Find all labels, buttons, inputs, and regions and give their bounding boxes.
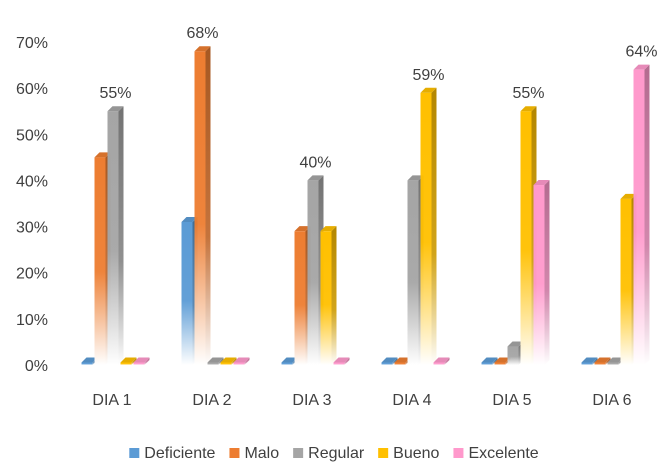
y-axis: 0% 10% 20% 30% 40% 50% 60% 70%: [16, 35, 48, 375]
data-label: 55%: [512, 85, 544, 102]
bar: [433, 357, 450, 365]
bar: [581, 357, 598, 365]
x-tick-label: DIA 5: [492, 392, 531, 409]
legend-label: Deficiente: [144, 445, 215, 462]
legend: Deficiente Malo Regular Bueno Excelente: [129, 445, 539, 462]
bar: [333, 357, 350, 365]
y-tick-label: 20%: [16, 266, 48, 283]
bar: [594, 357, 611, 365]
x-tick-label: DIA 6: [592, 392, 631, 409]
legend-item: Regular: [293, 445, 365, 462]
bar: [107, 106, 124, 365]
bar: [120, 357, 137, 365]
legend-item: Excelente: [453, 445, 539, 462]
y-tick-label: 70%: [16, 35, 48, 52]
x-tick-label: DIA 3: [292, 392, 331, 409]
data-label: 55%: [99, 85, 131, 102]
data-label: 40%: [299, 154, 331, 171]
y-tick-label: 30%: [16, 220, 48, 237]
y-tick-label: 0%: [25, 358, 48, 375]
x-tick-label: DIA 2: [192, 392, 231, 409]
data-label: 64%: [625, 44, 657, 61]
x-axis: DIA 1 DIA 2 DIA 3 DIA 4 DIA 5 DIA 6: [92, 392, 631, 409]
bar: [233, 357, 250, 365]
y-tick-label: 50%: [16, 127, 48, 144]
legend-label: Regular: [308, 445, 365, 462]
x-tick-label: DIA 1: [92, 392, 131, 409]
bar: [420, 87, 437, 365]
y-tick-label: 10%: [16, 312, 48, 329]
bar: [194, 46, 211, 365]
bar: [633, 64, 650, 365]
bar: [133, 357, 150, 365]
data-label: 68%: [186, 25, 218, 42]
data-labels: 55% 68% 40% 59% 55% 64%: [99, 25, 657, 171]
y-tick-label: 40%: [16, 173, 48, 190]
bar: [381, 357, 398, 365]
data-label: 59%: [412, 67, 444, 84]
legend-label: Excelente: [468, 445, 538, 462]
y-tick-label: 60%: [16, 81, 48, 98]
bar: [207, 357, 224, 365]
legend-label: Malo: [244, 445, 279, 462]
x-tick-label: DIA 4: [392, 392, 431, 409]
bar: [481, 357, 498, 365]
bar: [220, 357, 237, 365]
bar: [533, 180, 550, 365]
bars: [81, 46, 650, 365]
legend-label: Bueno: [393, 445, 439, 462]
legend-item: Bueno: [378, 445, 440, 462]
legend-item: Deficiente: [129, 445, 216, 462]
legend-item: Malo: [229, 445, 279, 462]
bar: [320, 226, 337, 365]
